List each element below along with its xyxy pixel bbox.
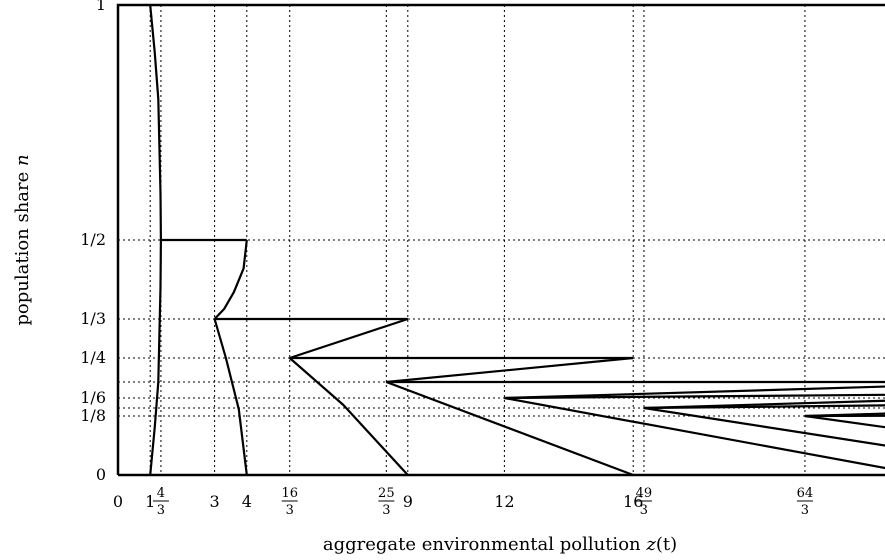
y-tick-label: 1/3 — [80, 309, 106, 328]
y-tick-label: 1/8 — [80, 406, 106, 425]
series-line — [288, 357, 409, 476]
x-tick-numerator: 16 — [281, 486, 298, 501]
x-tick-fraction: 493 — [636, 486, 653, 518]
series-line — [504, 393, 885, 400]
x-tick-denominator: 3 — [801, 503, 809, 518]
y-axis-label: population share n — [12, 154, 33, 325]
x-tick-label: 0 — [113, 492, 123, 511]
x-tick-label: 9 — [403, 492, 413, 511]
x-tick-label: 12 — [494, 492, 514, 511]
y-tick-label: 1/4 — [80, 348, 106, 367]
x-tick-label: 4 — [242, 492, 252, 511]
series-line — [504, 396, 885, 470]
x-tick-fraction: 253 — [378, 486, 395, 518]
y-tick-label: 0 — [96, 465, 106, 484]
series-line — [504, 385, 885, 400]
x-tick-denominator: 3 — [286, 503, 294, 518]
series-line — [385, 380, 634, 477]
series-line — [289, 317, 409, 360]
y-tick-label: 1 — [96, 0, 106, 14]
series-line — [643, 406, 885, 447]
x-tick-fraction: 163 — [281, 486, 298, 518]
x-tick-fraction: 643 — [797, 486, 814, 518]
x-tick-fraction: 43 — [152, 486, 169, 518]
y-tick-label: 1/6 — [80, 388, 106, 407]
series-line — [213, 239, 248, 320]
y-tick-labels: 0 1/81/6 1/4 1/3 1/2 1 — [80, 0, 106, 484]
x-tick-denominator: 3 — [157, 503, 165, 518]
x-tick-denominator: 3 — [640, 503, 648, 518]
series-line — [213, 318, 248, 476]
x-tick-numerator: 25 — [378, 486, 395, 501]
x-tick-numerator: 49 — [636, 486, 653, 501]
series-line — [804, 414, 885, 429]
x-tick-denominator: 3 — [382, 503, 390, 518]
x-axis-label: aggregate environmental pollution z(t) — [323, 534, 677, 555]
y-tick-label: 1/2 — [80, 230, 106, 249]
x-tick-numerator: 64 — [797, 486, 814, 501]
series-line — [643, 404, 885, 410]
series-line — [386, 356, 634, 384]
x-tick-label: 1 — [145, 492, 155, 511]
x-tick-label: 16 — [623, 492, 643, 511]
x-tick-label: 3 — [210, 492, 220, 511]
x-tick-numerator: 4 — [157, 486, 165, 501]
series-curves — [149, 4, 885, 477]
plot-frame — [116, 3, 885, 477]
